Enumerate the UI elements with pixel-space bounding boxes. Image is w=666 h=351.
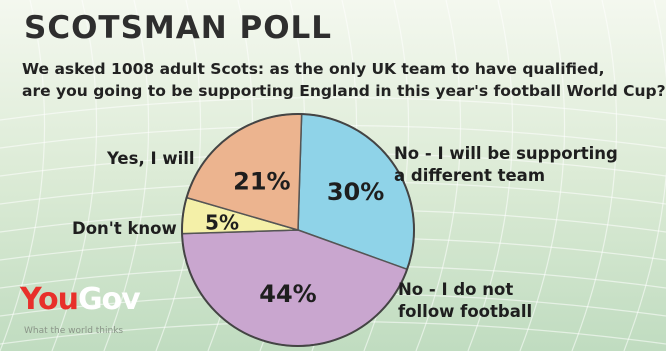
logo-you: You: [20, 282, 79, 317]
net-line: [623, 0, 666, 351]
net-line: [51, 0, 98, 351]
label-dont-know: Don't know: [72, 218, 177, 240]
chart-title: SCOTSMAN POLL: [24, 10, 333, 46]
net-line: [571, 0, 618, 351]
label-yes-line-1: Yes, I will: [107, 149, 195, 168]
subtitle-line-2: are you going to be supporting England i…: [22, 82, 666, 100]
pie-outline: [181, 113, 415, 347]
net-line: [0, 0, 46, 351]
value-label-yes: 21%: [233, 167, 290, 195]
label-different-team-line-1: No - I will be supporting: [394, 144, 618, 163]
subtitle-line-1: We asked 1008 adult Scots: as the only U…: [22, 60, 605, 78]
pie: 30% 44% 5% 21%: [181, 113, 415, 347]
label-do-not-follow-line-2: follow football: [398, 302, 533, 321]
value-label-different-team: 30%: [327, 178, 384, 206]
label-yes: Yes, I will: [107, 148, 195, 170]
yougov-logo: YouGov: [20, 282, 141, 317]
label-different-team: No - I will be supporting a different te…: [394, 143, 618, 187]
logo-tagline: What the world thinks: [24, 326, 124, 336]
label-different-team-line-2: a different team: [394, 166, 546, 185]
net-line: [0, 96, 666, 121]
value-label-do-not-follow: 44%: [259, 280, 316, 308]
logo-gov: Gov: [77, 282, 141, 317]
net-line: [519, 0, 566, 351]
value-label-dont-know: 5%: [205, 210, 239, 234]
label-do-not-follow-line-1: No - I do not: [398, 280, 514, 299]
label-dont-know-line-1: Don't know: [72, 219, 177, 238]
net-line: [467, 0, 514, 351]
net-line: [415, 0, 462, 351]
chart-subtitle: We asked 1008 adult Scots: as the only U…: [22, 58, 666, 102]
label-do-not-follow: No - I do not follow football: [398, 279, 532, 323]
